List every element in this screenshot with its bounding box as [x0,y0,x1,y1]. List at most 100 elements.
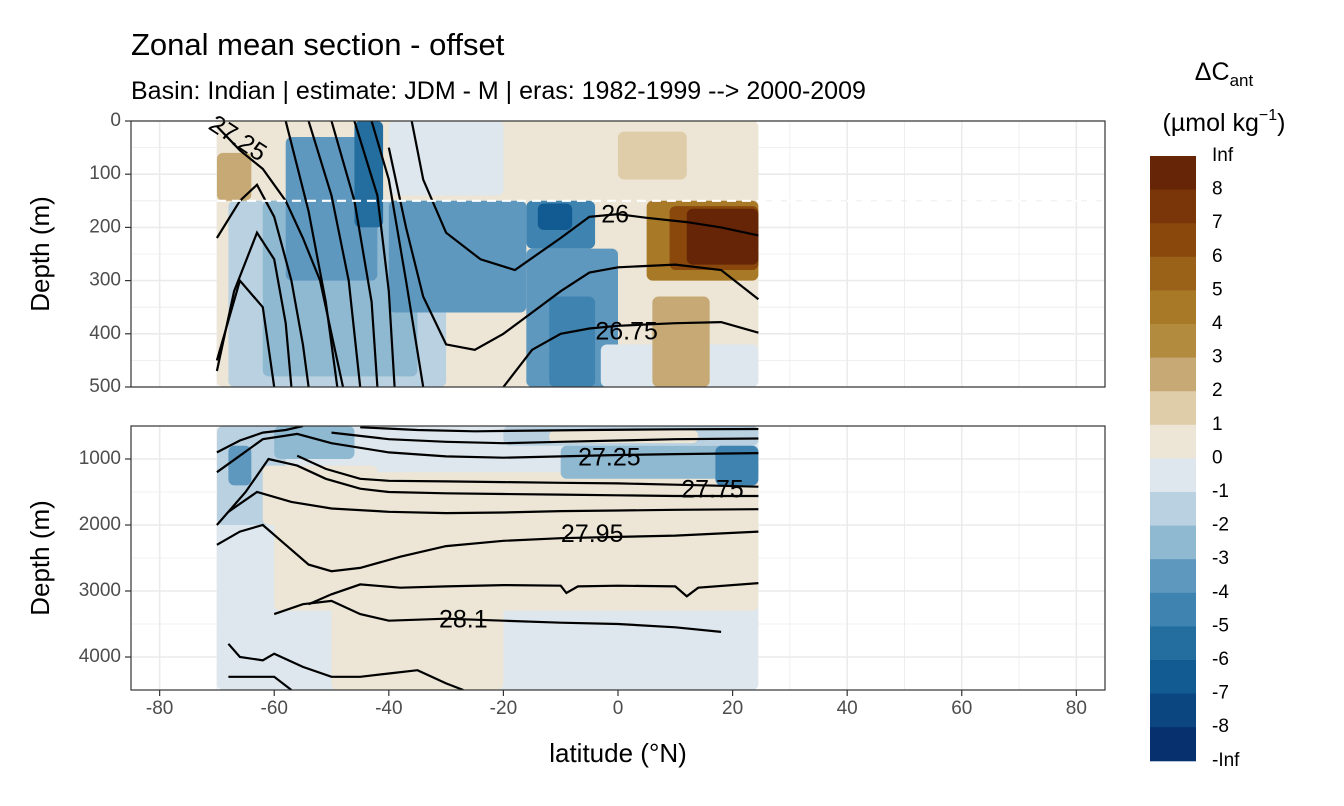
fill-patch [274,472,759,611]
contour-line [216,432,759,474]
x-tick-label: 80 [1066,698,1087,719]
contour-line [308,582,759,606]
legend-tick-label: 3 [1212,347,1223,368]
fill-patch [388,121,504,196]
legend-title: ΔCant [1195,58,1254,90]
contour-label: 28.1 [439,605,488,633]
y-tick-label: 500 [89,376,121,397]
lower-panel: 27.25 27.75 27.95 28.1 1000 2000 3000 4000 [79,425,1106,691]
legend-tick-label: -2 [1212,515,1229,536]
fill-patch [715,445,759,486]
contour-line [296,454,759,488]
panel-border [130,120,1106,388]
legend-tick-label: -7 [1212,683,1229,704]
legend-tick-label: 2 [1212,380,1223,401]
legend-tick-label: Inf [1212,145,1234,166]
contour-line [370,121,425,387]
legend-tick-label: -Inf [1212,750,1240,771]
color-legend: ΔCant (µmol kg−1) Inf 8 7 6 5 4 3 2 1 0 -1 -2 -3 -4 -5… [1150,58,1285,771]
legend-tick-label: -8 [1212,716,1229,737]
contour-line [502,320,759,387]
y-tick-label: 400 [89,323,121,344]
legend-colorbar: Inf 8 7 6 5 4 3 2 1 0 -1 -2 -3 -4 -5 -6 -7 -8 -Inf [1150,145,1240,771]
legend-swatch [1150,693,1196,728]
contour-line [215,230,293,387]
chart-subtitle: Basin: Indian | estimate: JDM - M | eras… [131,77,866,105]
legend-units: (µmol kg−1) [1163,107,1286,137]
legend-tick-label: 7 [1212,212,1223,233]
legend-title-sub: ant [1230,71,1254,90]
fill-patch [618,131,687,180]
contour-line [410,121,759,272]
legend-tick-label: -4 [1212,582,1229,603]
fill-patch [331,604,504,690]
x-tick-label: -40 [375,698,402,719]
contour-line [216,426,304,454]
contour-label: 27.95 [561,520,624,548]
legend-tick-label: -5 [1212,615,1229,636]
legend-swatch [1150,626,1196,661]
contour-label: 27.25 [578,444,641,472]
y-tick-label: 1000 [79,448,121,469]
contour-line [227,490,759,515]
y-tick-label: 200 [89,216,121,237]
legend-swatch [1150,727,1196,762]
contour-line [353,121,396,387]
contour-line [331,431,759,445]
fill-patch [262,465,378,525]
x-tick-label: -60 [261,698,288,719]
contour-line [227,643,464,690]
contour-line [360,426,759,433]
contour-label: 27.75 [681,475,744,503]
legend-swatch [1150,424,1196,459]
fill-patch [228,445,252,486]
contour-line [284,121,339,387]
legend-swatch [1150,290,1196,325]
y-tick-label: 300 [89,270,121,291]
contour-label: 26.75 [595,317,658,345]
legend-tick-label: 1 [1212,414,1223,435]
fill-patch [652,296,710,387]
legend-tick-label: 5 [1212,279,1223,300]
legend-swatch [1150,391,1196,426]
contour-line [330,121,379,387]
legend-swatch [1150,324,1196,359]
y-axis-title-lower: Depth (m) [25,500,55,616]
x-axis: -80 -60 -40 -20 0 20 40 60 80 [146,690,1087,719]
x-tick-label: 20 [722,698,743,719]
x-tick-label: -80 [146,698,173,719]
fill-patch [686,208,759,265]
legend-swatch [1150,156,1196,191]
fill-patch [549,296,596,387]
y-tick-label: 3000 [79,580,121,601]
y-axis-title-upper: Depth (m) [25,196,55,312]
contour-line [228,675,293,690]
legend-units-sup: −1 [1259,107,1277,124]
contour-lines [215,121,760,387]
legend-tick-label: 8 [1212,179,1223,200]
contour-line [273,599,722,633]
legend-swatch [1150,458,1196,493]
contour-line [387,147,760,351]
legend-swatch [1150,559,1196,594]
legend-swatch [1150,357,1196,392]
fill-patch [388,200,527,313]
legend-swatch [1150,223,1196,258]
legend-tick-label: 4 [1212,313,1223,334]
legend-swatch [1150,189,1196,224]
legend-swatch [1150,525,1196,560]
x-tick-label: -20 [490,698,517,719]
legend-tick-label: -1 [1212,481,1229,502]
legend-swatch [1150,256,1196,291]
legend-tick-label: 6 [1212,246,1223,267]
legend-swatch [1150,592,1196,627]
legend-tick-label: 0 [1212,447,1223,468]
contour-line [216,523,759,573]
legend-title-main: ΔC [1195,58,1230,86]
legend-tick-label: -6 [1212,649,1229,670]
fill-patch [537,203,573,231]
legend-swatch [1150,660,1196,695]
contour-label: 26 [601,200,629,228]
x-tick-label: 40 [837,698,858,719]
fill-patch [216,152,252,201]
